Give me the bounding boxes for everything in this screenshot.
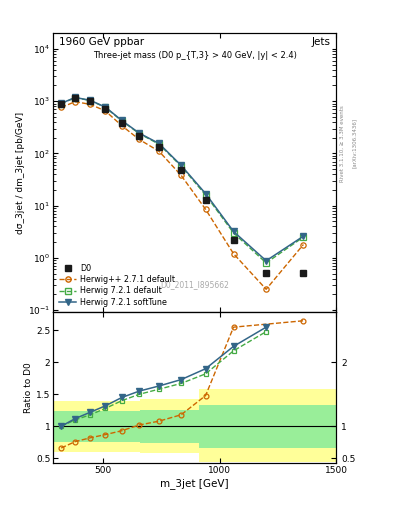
D0 <box>301 270 306 276</box>
X-axis label: m_3jet [GeV]: m_3jet [GeV] <box>160 478 229 489</box>
Herwig 7.2.1 softTune <box>301 233 306 239</box>
Line: Herwig++ 2.7.1 default: Herwig++ 2.7.1 default <box>59 99 306 292</box>
Herwig 7.2.1 softTune <box>103 104 108 110</box>
Herwig 7.2.1 softTune <box>88 97 93 103</box>
Herwig 7.2.1 softTune <box>203 190 208 197</box>
Herwig++ 2.7.1 default <box>264 286 268 292</box>
Herwig 7.2.1 softTune <box>137 130 141 136</box>
Herwig++ 2.7.1 default <box>59 104 64 111</box>
Text: D0_2011_I895662: D0_2011_I895662 <box>160 280 229 289</box>
D0 <box>73 95 77 101</box>
Herwig++ 2.7.1 default <box>157 148 162 154</box>
Herwig 7.2.1 default <box>179 163 184 169</box>
Text: Jets: Jets <box>311 37 331 48</box>
Y-axis label: dσ_3jet / dm_3jet [pb/GeV]: dσ_3jet / dm_3jet [pb/GeV] <box>16 112 25 234</box>
Herwig++ 2.7.1 default <box>231 251 236 257</box>
Herwig 7.2.1 default <box>264 260 268 266</box>
Herwig 7.2.1 default <box>119 118 124 124</box>
Herwig 7.2.1 softTune <box>179 162 184 168</box>
Herwig++ 2.7.1 default <box>301 242 306 248</box>
Herwig 7.2.1 softTune <box>264 258 268 264</box>
Herwig++ 2.7.1 default <box>179 173 184 179</box>
Y-axis label: Ratio to D0: Ratio to D0 <box>24 362 33 413</box>
Line: Herwig 7.2.1 softTune: Herwig 7.2.1 softTune <box>59 95 306 264</box>
Herwig 7.2.1 default <box>88 97 93 103</box>
Herwig 7.2.1 default <box>301 234 306 240</box>
D0 <box>203 197 208 203</box>
Text: Rivet 3.1.10, ≥ 3.3M events: Rivet 3.1.10, ≥ 3.3M events <box>340 105 345 182</box>
Herwig 7.2.1 default <box>231 230 236 236</box>
Text: [arXiv:1306.3436]: [arXiv:1306.3436] <box>352 118 357 168</box>
Text: Three-jet mass (D0 p_{T,3} > 40 GeV, |y| < 2.4): Three-jet mass (D0 p_{T,3} > 40 GeV, |y|… <box>93 51 296 60</box>
Line: Herwig 7.2.1 default: Herwig 7.2.1 default <box>59 95 306 266</box>
D0 <box>119 119 124 125</box>
Herwig 7.2.1 default <box>59 100 64 106</box>
Legend: D0, Herwig++ 2.7.1 default, Herwig 7.2.1 default, Herwig 7.2.1 softTune: D0, Herwig++ 2.7.1 default, Herwig 7.2.1… <box>57 262 177 308</box>
Herwig 7.2.1 softTune <box>73 94 77 100</box>
Herwig 7.2.1 softTune <box>157 140 162 146</box>
D0 <box>59 101 64 108</box>
Text: 1960 GeV ppbar: 1960 GeV ppbar <box>59 37 144 48</box>
D0 <box>179 167 184 173</box>
Line: D0: D0 <box>58 95 307 276</box>
D0 <box>264 270 268 276</box>
Herwig 7.2.1 softTune <box>231 228 236 234</box>
Herwig 7.2.1 default <box>73 95 77 101</box>
Herwig++ 2.7.1 default <box>88 101 93 108</box>
Herwig++ 2.7.1 default <box>137 136 141 142</box>
Herwig++ 2.7.1 default <box>119 122 124 129</box>
D0 <box>88 98 93 104</box>
Herwig++ 2.7.1 default <box>203 206 208 212</box>
Herwig 7.2.1 default <box>103 104 108 111</box>
D0 <box>103 105 108 112</box>
Herwig 7.2.1 softTune <box>59 100 64 106</box>
D0 <box>137 133 141 139</box>
D0 <box>157 144 162 151</box>
Herwig++ 2.7.1 default <box>73 99 77 105</box>
D0 <box>231 237 236 243</box>
Herwig 7.2.1 default <box>203 192 208 198</box>
Herwig 7.2.1 softTune <box>119 117 124 123</box>
Herwig 7.2.1 default <box>157 141 162 147</box>
Herwig++ 2.7.1 default <box>103 108 108 114</box>
Herwig 7.2.1 default <box>137 131 141 137</box>
